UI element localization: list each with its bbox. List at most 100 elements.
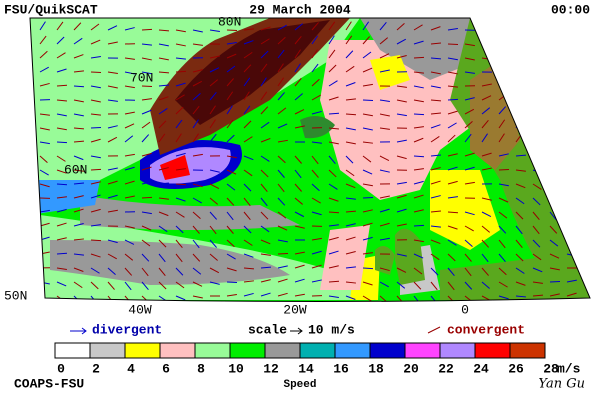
wind-arrow [39, 66, 49, 73]
wind-arrow [345, 281, 356, 284]
wind-arrow [56, 237, 67, 241]
wind-arrow [141, 71, 152, 75]
wind-arrow [447, 98, 459, 101]
wind-arrow [90, 55, 101, 59]
wind-arrow [515, 239, 523, 249]
wind-arrow [277, 197, 286, 206]
wind-arrow [481, 225, 491, 233]
wind-arrow [498, 211, 508, 219]
wind-arrow [192, 119, 199, 129]
wind-arrow [141, 267, 149, 277]
wind-arrow [447, 239, 457, 246]
wind-arrow [464, 211, 475, 216]
wind-arrow [243, 253, 254, 258]
wind-arrow [396, 253, 407, 257]
wind-arrow [362, 295, 372, 302]
wind-arrow [107, 194, 118, 199]
wind-arrow [124, 153, 135, 157]
wind-arrow [515, 295, 527, 298]
wind-arrow [73, 155, 84, 161]
wind-arrow [209, 239, 217, 248]
wind-arrow [430, 136, 440, 143]
wind-arrow [498, 119, 506, 129]
wind-arrow [107, 41, 118, 45]
wind-arrow [447, 134, 456, 143]
wind-arrow [345, 50, 354, 59]
speed-zone [320, 40, 480, 200]
wind-arrow [294, 23, 303, 31]
wind-arrow [498, 69, 509, 73]
wind-arrow [260, 197, 268, 207]
wind-arrow [243, 136, 253, 143]
wind-arrow [158, 267, 166, 277]
wind-arrow [209, 225, 217, 235]
wind-arrow [90, 39, 101, 45]
wind-arrow [260, 279, 271, 283]
wind-arrow [175, 133, 182, 143]
wind-arrow [566, 137, 577, 143]
wind-arrow [345, 223, 356, 227]
wind-arrow [158, 43, 169, 47]
wind-arrow [532, 267, 543, 273]
wind-arrow [328, 224, 339, 227]
wind-arrow [515, 154, 527, 157]
wind-arrow [260, 106, 269, 115]
wind-arrow [345, 113, 357, 116]
colorbar-tick-label: 22 [438, 361, 454, 376]
wind-arrow [413, 99, 424, 103]
wind-arrow [311, 141, 322, 144]
wind-arrow [107, 209, 118, 213]
wind-arrow [226, 41, 237, 45]
wind-arrow [447, 28, 458, 31]
wind-arrow [226, 169, 237, 175]
wind-arrow [90, 168, 102, 171]
wind-arrow [260, 253, 271, 256]
wind-arrow [413, 224, 425, 227]
wind-arrow [447, 43, 459, 46]
wind-arrow [39, 209, 50, 213]
wind-arrow [209, 91, 217, 101]
lon-label: 40W [128, 302, 152, 317]
wind-arrow [260, 239, 271, 245]
wind-arrow [328, 183, 338, 190]
wind-arrow [107, 267, 116, 275]
wind-arrow [328, 127, 339, 130]
wind-arrow [192, 153, 203, 157]
wind-arrow [124, 135, 134, 143]
wind-arrow [515, 79, 525, 87]
wind-arrow [345, 21, 352, 31]
color-box [334, 342, 371, 359]
wind-arrow [464, 253, 472, 262]
wind-arrow [396, 267, 407, 273]
wind-arrow [124, 195, 135, 199]
wind-arrow [107, 99, 118, 102]
wind-arrow [243, 77, 251, 87]
wind-arrow [362, 169, 373, 175]
wind-arrow [209, 55, 220, 59]
wind-arrow [90, 138, 101, 143]
wind-arrow [141, 109, 152, 115]
wind-arrow [396, 22, 405, 31]
wind-arrow [549, 183, 558, 192]
scale-arrow-head [297, 327, 303, 335]
wind-arrow [447, 180, 458, 185]
wind-arrow [124, 180, 135, 185]
wind-arrow [175, 225, 184, 234]
wind-arrow [498, 267, 507, 276]
wind-arrow [345, 127, 356, 131]
wind-arrow [277, 77, 285, 87]
wind-arrow [243, 211, 251, 221]
wind-arrow [311, 22, 319, 31]
wind-arrow [362, 236, 373, 241]
wind-arrow [226, 225, 234, 234]
wind-arrow [209, 183, 220, 190]
wind-arrow [566, 292, 577, 297]
wind-arrow [226, 78, 235, 87]
wind-arrow [192, 253, 201, 262]
wind-arrow [107, 85, 118, 89]
wind-arrow [566, 91, 573, 101]
wind-arrow [124, 281, 132, 291]
wind-arrow [345, 197, 356, 200]
wind-arrow [464, 120, 473, 129]
wind-arrow [90, 85, 101, 89]
